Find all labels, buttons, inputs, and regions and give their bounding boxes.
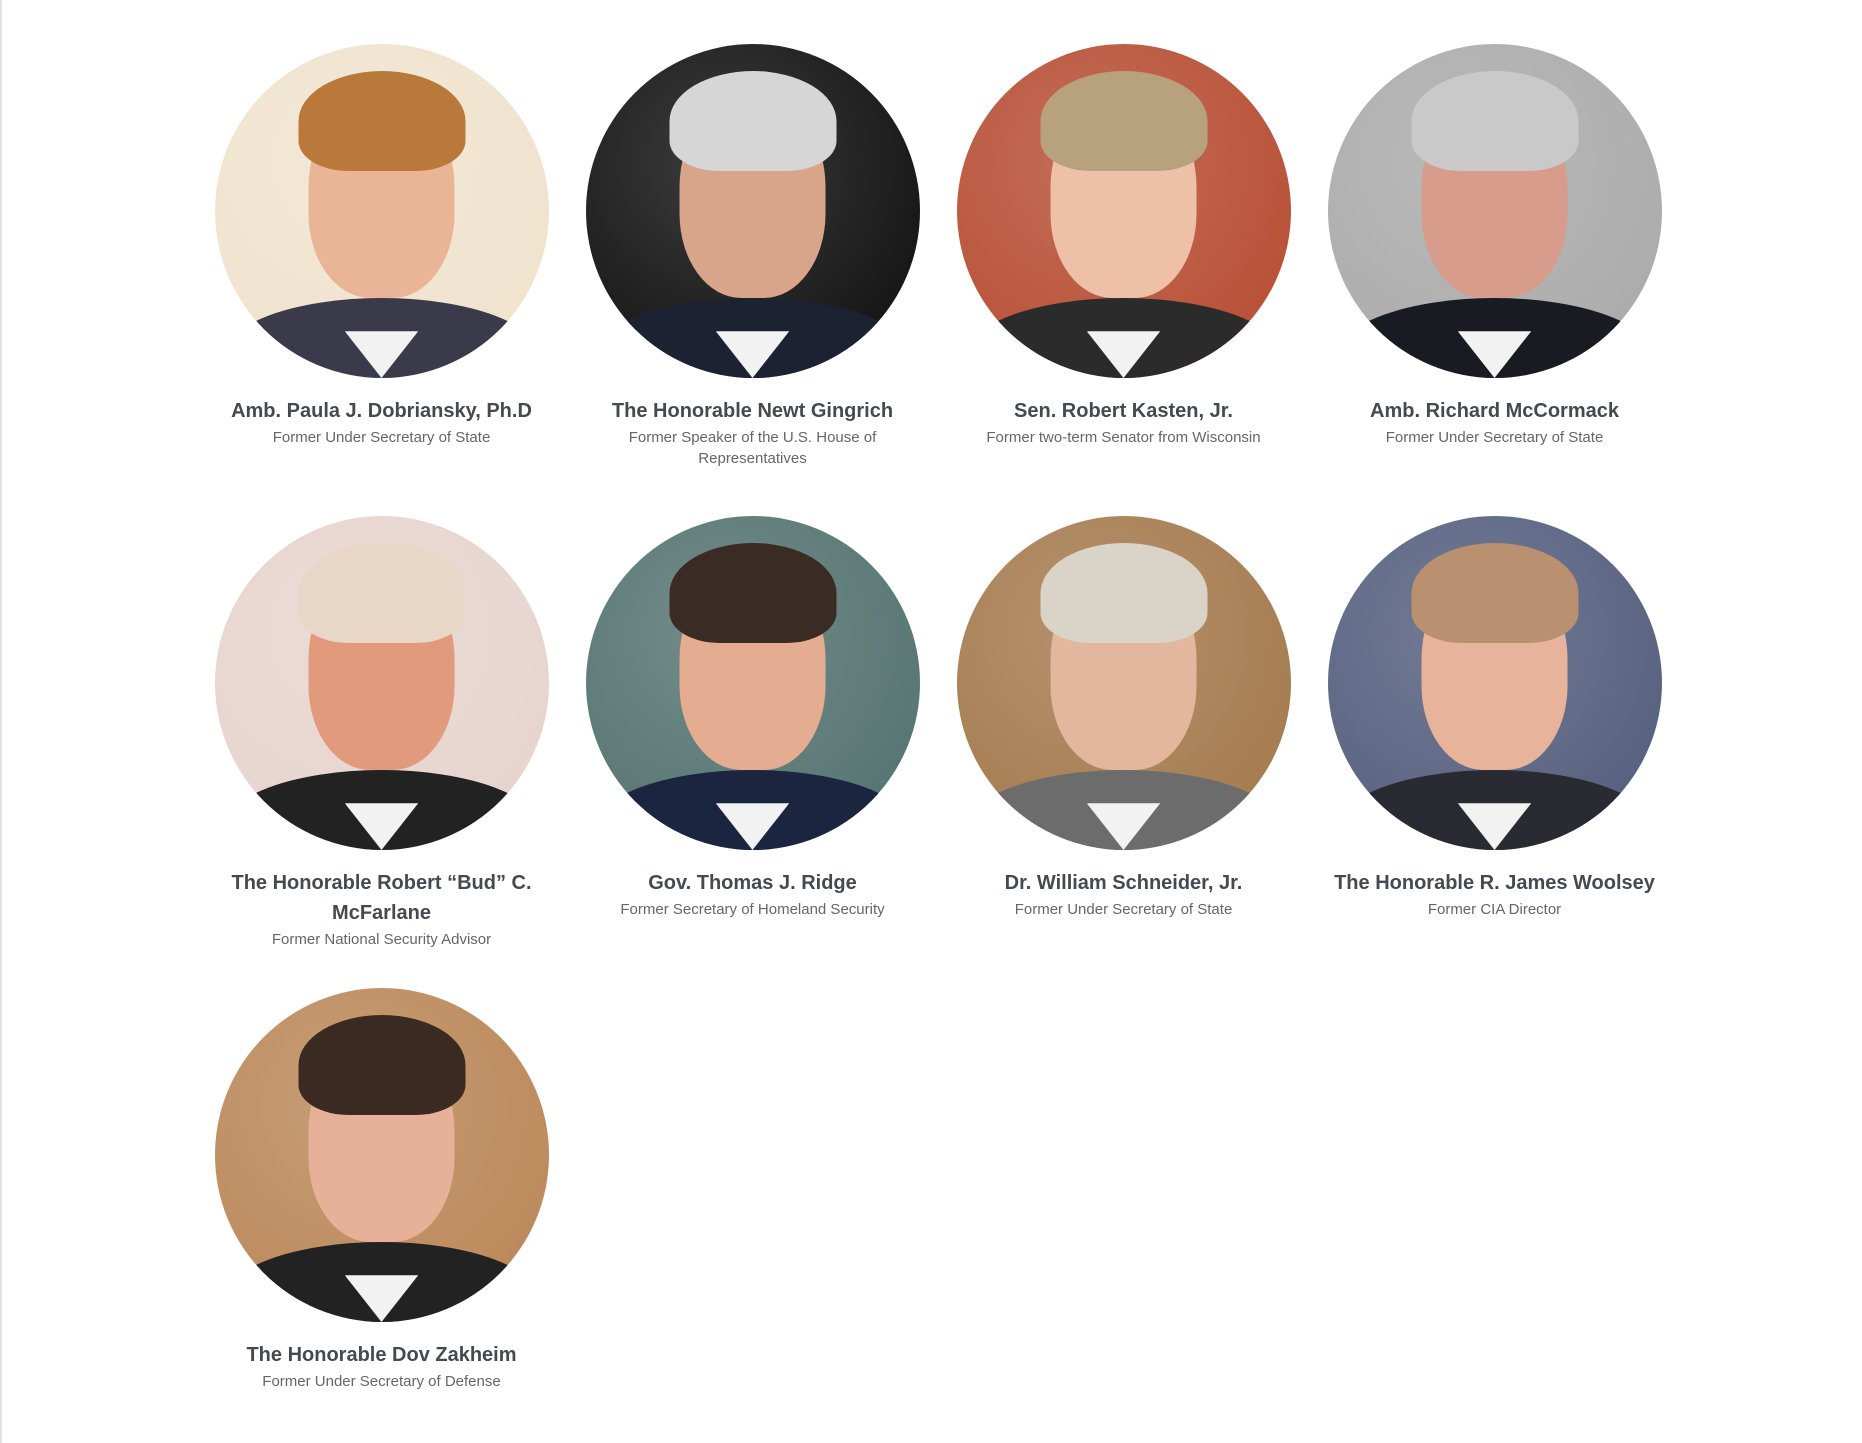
person-photo [585,44,920,378]
people-grid: Amb. Paula J. Dobriansky, Ph.D Former Un… [196,44,1680,1392]
person-card: The Honorable Dov Zakheim Former Under S… [196,988,567,1392]
person-photo [956,44,1291,378]
person-card: Amb. Paula J. Dobriansky, Ph.D Former Un… [196,44,567,516]
person-card: Sen. Robert Kasten, Jr. Former two-term … [938,44,1309,516]
person-photo [1327,516,1662,850]
person-name: Gov. Thomas J. Ridge [648,872,857,894]
person-card: Amb. Richard McCormack Former Under Secr… [1309,44,1680,516]
person-photo [585,516,920,850]
person-name: The Honorable Dov Zakheim [246,1344,517,1366]
person-title: Former Under Secretary of State [1014,901,1233,918]
person-card: Gov. Thomas J. Ridge Former Secretary of… [567,516,938,988]
person-title: Former Secretary of Homeland Security [620,901,885,918]
person-title: Former National Security Advisor [271,931,492,948]
person-photo [956,516,1291,850]
person-title: Former Speaker of the U.S. House of Repr… [628,429,877,467]
person-name: Dr. William Schneider, Jr. [1004,872,1243,894]
person-photo [1327,44,1662,378]
person-title: Former Under Secretary of State [1385,429,1604,446]
person-title: Former Under Secretary of State [272,429,491,446]
person-title: Former CIA Director [1427,901,1562,918]
person-name: Sen. Robert Kasten, Jr. [1014,400,1233,422]
person-photo [214,44,549,378]
person-title: Former Under Secretary of Defense [262,1373,501,1390]
person-photo [214,516,549,850]
person-name: Amb. Richard McCormack [1370,400,1619,422]
person-name: The Honorable Newt Gingrich [611,400,894,422]
person-card: The Honorable Robert “Bud” C. McFarlane … [196,516,567,988]
person-name: The Honorable Robert “Bud” C. McFarlane [231,872,532,924]
person-name: The Honorable R. James Woolsey [1334,872,1655,894]
person-title: Former two-term Senator from Wisconsin [986,429,1261,446]
person-name: Amb. Paula J. Dobriansky, Ph.D [231,400,532,422]
person-card: Dr. William Schneider, Jr. Former Under … [938,516,1309,988]
person-card: The Honorable R. James Woolsey Former CI… [1309,516,1680,988]
person-card: The Honorable Newt Gingrich Former Speak… [567,44,938,516]
person-photo [214,988,549,1322]
